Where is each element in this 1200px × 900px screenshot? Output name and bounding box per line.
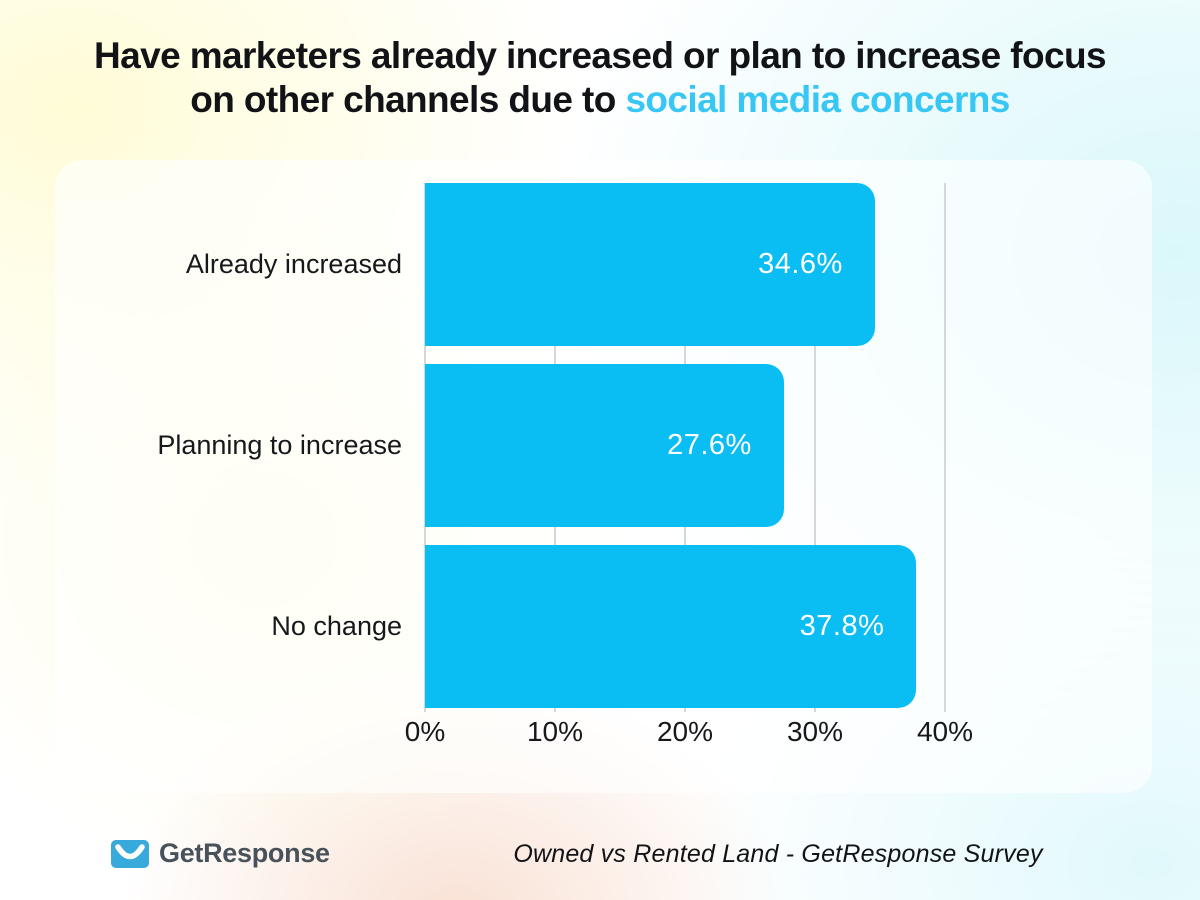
title-line1-text: Have marketers already increased or plan… — [94, 35, 1107, 76]
bar-value-label: 34.6% — [758, 248, 843, 280]
category-label: Already increased — [185, 249, 402, 279]
survey-caption: Owned vs Rented Land - GetResponse Surve… — [513, 840, 1043, 868]
title-line2-plain: on other channels due to — [190, 79, 626, 120]
title-line-1: Have marketers already increased or plan… — [0, 34, 1200, 78]
x-axis-tick: 40% — [916, 716, 974, 747]
category-label: Planning to increase — [157, 430, 402, 460]
x-axis-tick: 0% — [404, 716, 446, 747]
logo-wordmark: GetResponse — [159, 838, 330, 868]
category-label: No change — [271, 611, 402, 641]
bar: 37.8% — [425, 545, 917, 708]
bar: 34.6% — [425, 183, 875, 346]
gridline-40% — [944, 183, 946, 712]
envelope-smile-icon — [111, 839, 149, 868]
bar: 27.6% — [425, 364, 784, 527]
x-axis-tick: 30% — [786, 716, 844, 747]
x-axis-tick: 10% — [526, 716, 584, 747]
title-line-2: on other channels due to social media co… — [0, 78, 1200, 122]
x-axis-tick: 20% — [656, 716, 714, 747]
title-line2-highlight: social media concerns — [625, 79, 1010, 120]
bar-value-label: 27.6% — [667, 429, 752, 461]
getresponse-logo: GetResponse — [111, 838, 330, 869]
bar-value-label: 37.8% — [799, 610, 885, 642]
chart-title: Have marketers already increased or plan… — [0, 34, 1200, 122]
gridline-30% — [814, 183, 816, 712]
